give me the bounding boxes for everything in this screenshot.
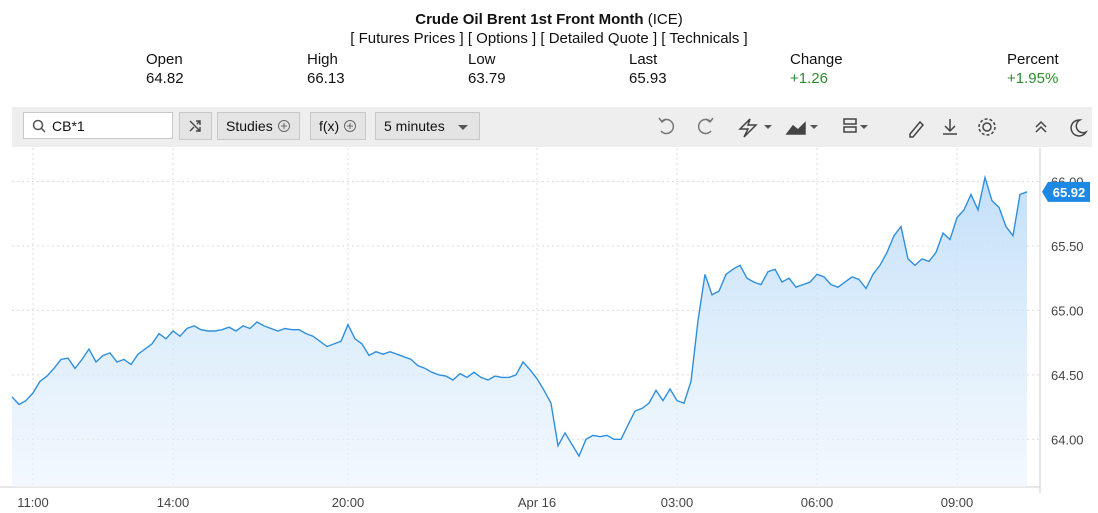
link[interactable]: [ Futures Prices ] <box>350 30 464 47</box>
chart-type-icon[interactable] <box>785 121 806 135</box>
studies-button[interactable]: Studies <box>217 112 300 140</box>
quote-cell: High 66.13 <box>307 50 345 88</box>
x-tick-label: 03:00 <box>661 495 694 510</box>
fx-label: f(x) <box>319 118 340 134</box>
link[interactable]: [ Detailed Quote ] <box>540 30 658 47</box>
toolbar: CB*1 Studies f(x) 5 minutes <box>12 107 1092 147</box>
quote-cell: Change +1.26 <box>790 50 843 88</box>
caret <box>458 125 468 130</box>
quote-label: Low <box>468 51 496 68</box>
redo-arrow <box>705 117 714 124</box>
quote-value: 64.82 <box>146 70 184 87</box>
x-tick-label: 09:00 <box>941 495 974 510</box>
area-fill <box>12 177 1027 487</box>
header-title-row: Crude Oil Brent 1st Front Month (ICE) <box>0 11 1098 28</box>
quote-cell: Low 63.79 <box>468 50 506 88</box>
settings-icon[interactable] <box>982 122 992 132</box>
quote-value: +1.95% <box>1007 70 1059 87</box>
chart: 64.0064.5065.0065.5066.0011:0014:0020:00… <box>0 148 1090 510</box>
shuffle-icon <box>189 120 201 132</box>
quote-label: Last <box>629 51 658 68</box>
event-icon[interactable] <box>738 118 758 138</box>
quote-cell: Open 64.82 <box>146 50 184 88</box>
quote-value: +1.26 <box>790 70 828 87</box>
last-price-badge <box>1042 181 1090 202</box>
studies-label: Studies <box>226 118 273 134</box>
theme-icon[interactable] <box>1070 119 1088 137</box>
link[interactable]: [ Options ] <box>467 30 537 47</box>
quote-label: Open <box>146 51 183 68</box>
x-tick-label: 20:00 <box>332 495 365 510</box>
x-tick-label: Apr 16 <box>518 495 556 510</box>
y-tick-label: 65.50 <box>1051 239 1084 254</box>
last-price-label: 65.92 <box>1053 185 1086 200</box>
link[interactable]: [ Technicals ] <box>661 30 748 47</box>
x-tick-label: 14:00 <box>157 495 190 510</box>
collapse-icon[interactable] <box>1035 120 1047 133</box>
layout-icon-part <box>843 126 857 133</box>
search-icon <box>32 119 46 133</box>
quote-cell: Last 65.93 <box>629 50 667 88</box>
layout-icon[interactable] <box>843 118 857 125</box>
quote-value: 65.93 <box>629 70 667 87</box>
x-tick-label: 11:00 <box>17 495 49 510</box>
quote-value: 63.79 <box>468 70 506 87</box>
quote-label: Percent <box>1007 51 1059 68</box>
fx-button[interactable]: f(x) <box>310 112 367 140</box>
y-tick-label: 65.00 <box>1051 303 1084 318</box>
download-icon[interactable] <box>943 119 957 135</box>
title: Crude Oil Brent 1st Front Month <box>415 11 644 28</box>
quote-label: High <box>307 51 338 68</box>
plus-icon <box>277 120 290 132</box>
undo-arrow <box>658 117 667 124</box>
interval-button[interactable]: 5 minutes <box>375 112 480 140</box>
settings-icon-ring <box>978 118 996 136</box>
price-line <box>11 174 1028 458</box>
y-tick-label: 64.00 <box>1051 432 1084 447</box>
quote-label: Change <box>790 51 843 68</box>
symbol-input[interactable]: CB*1 <box>23 112 173 139</box>
plus-icon <box>344 120 357 132</box>
quote-cell: Percent +1.95% <box>1007 50 1059 88</box>
toolbar-icons <box>658 117 1088 138</box>
interval-label: 5 minutes <box>384 118 445 134</box>
compare-button[interactable] <box>179 112 212 140</box>
symbol: CB*1 <box>52 118 85 134</box>
exchange: (ICE) <box>647 11 683 28</box>
links: [ Futures Prices ] [ Options ] [ Detaile… <box>0 30 1098 47</box>
draw-icon[interactable] <box>909 120 925 138</box>
x-tick-label: 06:00 <box>801 495 834 510</box>
y-tick-label: 64.50 <box>1051 368 1084 383</box>
quote-value: 66.13 <box>307 70 345 87</box>
